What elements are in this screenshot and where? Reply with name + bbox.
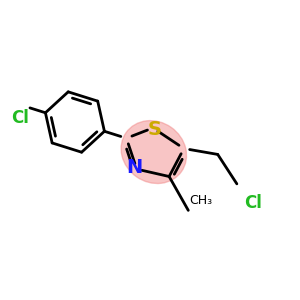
Text: Cl: Cl bbox=[11, 110, 28, 128]
Text: CH₃: CH₃ bbox=[190, 194, 213, 207]
Ellipse shape bbox=[121, 121, 187, 184]
Text: Cl: Cl bbox=[244, 194, 262, 212]
Text: N: N bbox=[126, 158, 142, 177]
Text: S: S bbox=[147, 120, 161, 139]
